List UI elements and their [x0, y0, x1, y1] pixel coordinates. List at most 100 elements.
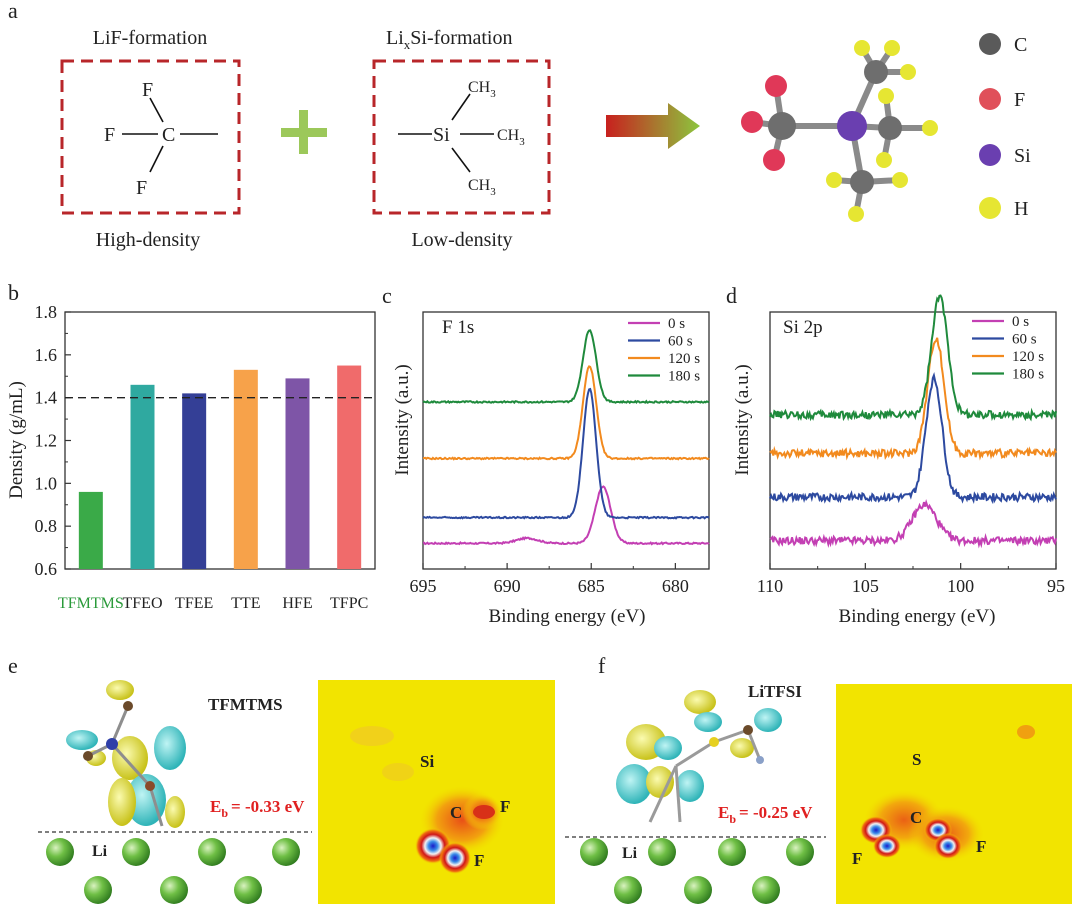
si2p-x-tick-label: 110 [757, 576, 783, 596]
density-x-tick-label: TFMTMS [58, 595, 124, 612]
f1s-legend-label: 0 s [668, 316, 685, 332]
panel-a-letter: a [8, 0, 18, 23]
lif-formation-title: LiF-formation [93, 27, 207, 49]
f1s-annotation: F 1s [442, 317, 474, 338]
f1s-series-60s [422, 387, 710, 520]
si2p-legend-label: 180 s [1012, 367, 1044, 383]
f1s-series-180s [422, 329, 710, 405]
si2p-y-axis-label: Intensity (a.u.) [732, 364, 753, 475]
carbon-legend-icon [979, 33, 1001, 55]
density-x-tick-label: TTE [231, 595, 260, 612]
panel-b: b Density (g/mL) 0.6 0.8 1.0 1.2 1.4 1.6 1.8 TF… [6, 280, 376, 612]
li-atom-lattice [46, 838, 300, 904]
density-bar-tfpc [337, 365, 362, 569]
map-label-si: Si [420, 752, 434, 771]
density-y-axis-label: Density (g/mL) [6, 381, 27, 499]
si2p-x-tick-label: 105 [852, 576, 879, 596]
hydrogen-legend-icon [979, 197, 1001, 219]
f1s-x-tick-label: 695 [410, 576, 437, 596]
legend-label-h: H [1014, 198, 1028, 220]
lixsi-formation-title: LixSi-formation [386, 27, 513, 52]
cf3-f-top: F [142, 79, 153, 101]
li-atom-lattice-f [580, 838, 814, 904]
tfmtms-li-label: Li [92, 843, 108, 860]
map-label-f-bottom: F [474, 851, 484, 870]
tfmtms-binding-energy: Eb = -0.33 eV [210, 797, 305, 820]
density-x-tick-label: TFEO [123, 595, 163, 612]
density-y-tick-label: 0.8 [35, 516, 58, 536]
tms-ch3-top: CH3 [468, 79, 496, 100]
f1s-series-120s [422, 365, 710, 461]
f1s-plot-frame [422, 311, 710, 570]
map-label-f-left: F [852, 849, 862, 868]
si2p-x-tick-label: 95 [1047, 576, 1065, 596]
map-label-f-right: F [500, 797, 510, 816]
si2p-x-tick-label: 100 [947, 576, 974, 596]
density-plot-frame [64, 311, 376, 570]
si2p-legend-label: 120 s [1012, 349, 1044, 365]
density-x-tick-label: HFE [282, 595, 312, 612]
panel-a: a LiF-formation F F C F High-density Lix… [8, 0, 1031, 251]
si2p-annotation: Si 2p [783, 317, 823, 338]
density-x-tick-label: TFEE [175, 595, 213, 612]
panel-f: f LiTFSI Eb = -0.25 eV Li [565, 653, 1072, 904]
si2p-series-60s [769, 372, 1057, 505]
tms-structure: Si CH3 CH3 CH3 [398, 79, 525, 198]
litfsi-li-label: Li [622, 845, 638, 862]
panel-d: d Intensity (a.u.) Si 2p Binding energy … [726, 283, 1065, 627]
panel-c: c Intensity (a.u.) F 1s Binding energy (… [382, 283, 710, 627]
density-bar-tfeo [130, 384, 155, 569]
density-y-tick-label: 0.6 [35, 559, 58, 579]
density-bar-tfee [182, 393, 207, 569]
low-density-caption: Low-density [411, 229, 512, 251]
litfsi-charge-density-isosurface [616, 690, 782, 823]
f1s-x-tick-label: 680 [662, 576, 689, 596]
litfsi-charge-contour-map: S C F F [836, 684, 1072, 904]
tfmtms-ball-stick-model [741, 40, 938, 222]
tfmtms-molecule-label: TFMTMS [208, 695, 283, 714]
density-x-tick-label: TFPC [330, 595, 368, 612]
plus-sign [281, 110, 327, 154]
panel-e-letter: e [8, 653, 18, 678]
f1s-legend-label: 180 s [668, 369, 700, 385]
tfmtms-charge-contour-map: Si C F F [318, 680, 555, 904]
density-bar-tfmtms [78, 491, 103, 569]
map-label-f-right-f: F [976, 837, 986, 856]
density-y-tick-label: 1.4 [35, 388, 58, 408]
si2p-series-180s [769, 294, 1057, 422]
panel-e: e TFMTMS Eb = -0.33 eV Li [8, 653, 555, 904]
f1s-legend-label: 60 s [668, 334, 693, 350]
f1s-x-tick-label: 685 [578, 576, 605, 596]
map-label-c: C [450, 803, 462, 822]
litfsi-binding-energy: Eb = -0.25 eV [718, 803, 813, 826]
fluorine-legend-icon [979, 88, 1001, 110]
tms-silicon: Si [433, 124, 450, 146]
si2p-series-120s [769, 337, 1057, 461]
density-y-tick-label: 1.0 [35, 473, 58, 493]
f1s-series-0s [423, 485, 710, 546]
density-bar-hfe [285, 378, 310, 569]
litfsi-molecule-label: LiTFSI [748, 682, 802, 701]
lixsi-dashed-box [372, 59, 551, 215]
lif-dashed-box [60, 59, 241, 215]
panel-c-letter: c [382, 283, 392, 308]
legend-label-c: C [1014, 34, 1027, 56]
si2p-legend-label: 0 s [1012, 314, 1029, 330]
high-density-caption: High-density [96, 229, 200, 251]
cf3-structure: F F C F [104, 79, 218, 199]
tfmtms-charge-density-isosurface [66, 680, 186, 828]
cf3-carbon: C [162, 124, 175, 146]
atom-legend: C F Si H [979, 33, 1031, 220]
density-y-tick-label: 1.8 [35, 302, 58, 322]
f1s-y-axis-label: Intensity (a.u.) [392, 364, 413, 475]
panel-f-letter: f [598, 653, 606, 678]
map-label-s: S [912, 750, 921, 769]
cf3-f-left: F [104, 124, 115, 146]
density-y-tick-label: 1.6 [35, 345, 58, 365]
tms-ch3-bottom: CH3 [468, 177, 496, 198]
f1s-x-axis-label: Binding energy (eV) [489, 606, 646, 627]
